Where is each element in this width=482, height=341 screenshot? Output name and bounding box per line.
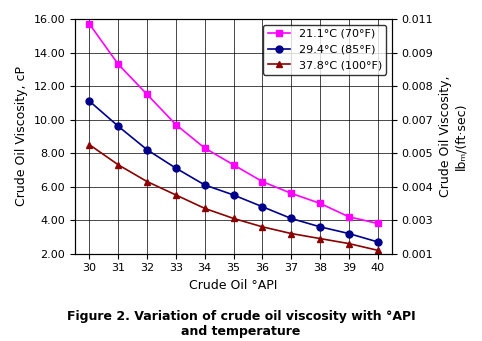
- 37.8°C (100°F): [375, 248, 380, 252]
- 29.4°C (85°F): [173, 166, 179, 170]
- 37.8°C (100°F): [259, 225, 265, 229]
- Line: 37.8°C (100°F): 37.8°C (100°F): [86, 141, 381, 254]
- 37.8°C (100°F): [230, 217, 236, 221]
- 29.4°C (85°F): [230, 193, 236, 197]
- Y-axis label: Crude Oil Viscosity,
lbₘ/(ft·sec): Crude Oil Viscosity, lbₘ/(ft·sec): [439, 76, 467, 197]
- 21.1°C (70°F): [346, 215, 352, 219]
- 37.8°C (100°F): [115, 163, 121, 167]
- 21.1°C (70°F): [259, 179, 265, 183]
- Line: 29.4°C (85°F): 29.4°C (85°F): [86, 98, 381, 246]
- 29.4°C (85°F): [375, 240, 380, 244]
- 29.4°C (85°F): [346, 232, 352, 236]
- 29.4°C (85°F): [115, 124, 121, 128]
- 21.1°C (70°F): [115, 62, 121, 66]
- 21.1°C (70°F): [173, 122, 179, 127]
- Line: 21.1°C (70°F): 21.1°C (70°F): [86, 20, 381, 227]
- 37.8°C (100°F): [288, 232, 294, 236]
- 21.1°C (70°F): [87, 22, 93, 26]
- 29.4°C (85°F): [144, 148, 150, 152]
- 21.1°C (70°F): [375, 221, 380, 225]
- 29.4°C (85°F): [259, 205, 265, 209]
- Legend: 21.1°C (70°F), 29.4°C (85°F), 37.8°C (100°F): 21.1°C (70°F), 29.4°C (85°F), 37.8°C (10…: [263, 25, 387, 75]
- 37.8°C (100°F): [346, 241, 352, 246]
- Y-axis label: Crude Oil Viscosity, cP: Crude Oil Viscosity, cP: [15, 66, 28, 206]
- 21.1°C (70°F): [202, 146, 208, 150]
- Text: Figure 2. Variation of crude oil viscosity with °API
and temperature: Figure 2. Variation of crude oil viscosi…: [67, 310, 415, 338]
- 37.8°C (100°F): [202, 206, 208, 210]
- 37.8°C (100°F): [87, 143, 93, 147]
- 21.1°C (70°F): [230, 163, 236, 167]
- 21.1°C (70°F): [317, 201, 323, 205]
- 21.1°C (70°F): [144, 92, 150, 97]
- 29.4°C (85°F): [202, 183, 208, 187]
- 29.4°C (85°F): [288, 217, 294, 221]
- 37.8°C (100°F): [144, 179, 150, 183]
- 37.8°C (100°F): [173, 193, 179, 197]
- X-axis label: Crude Oil °API: Crude Oil °API: [189, 279, 278, 292]
- 29.4°C (85°F): [317, 225, 323, 229]
- 29.4°C (85°F): [87, 99, 93, 103]
- 37.8°C (100°F): [317, 237, 323, 241]
- 21.1°C (70°F): [288, 191, 294, 195]
